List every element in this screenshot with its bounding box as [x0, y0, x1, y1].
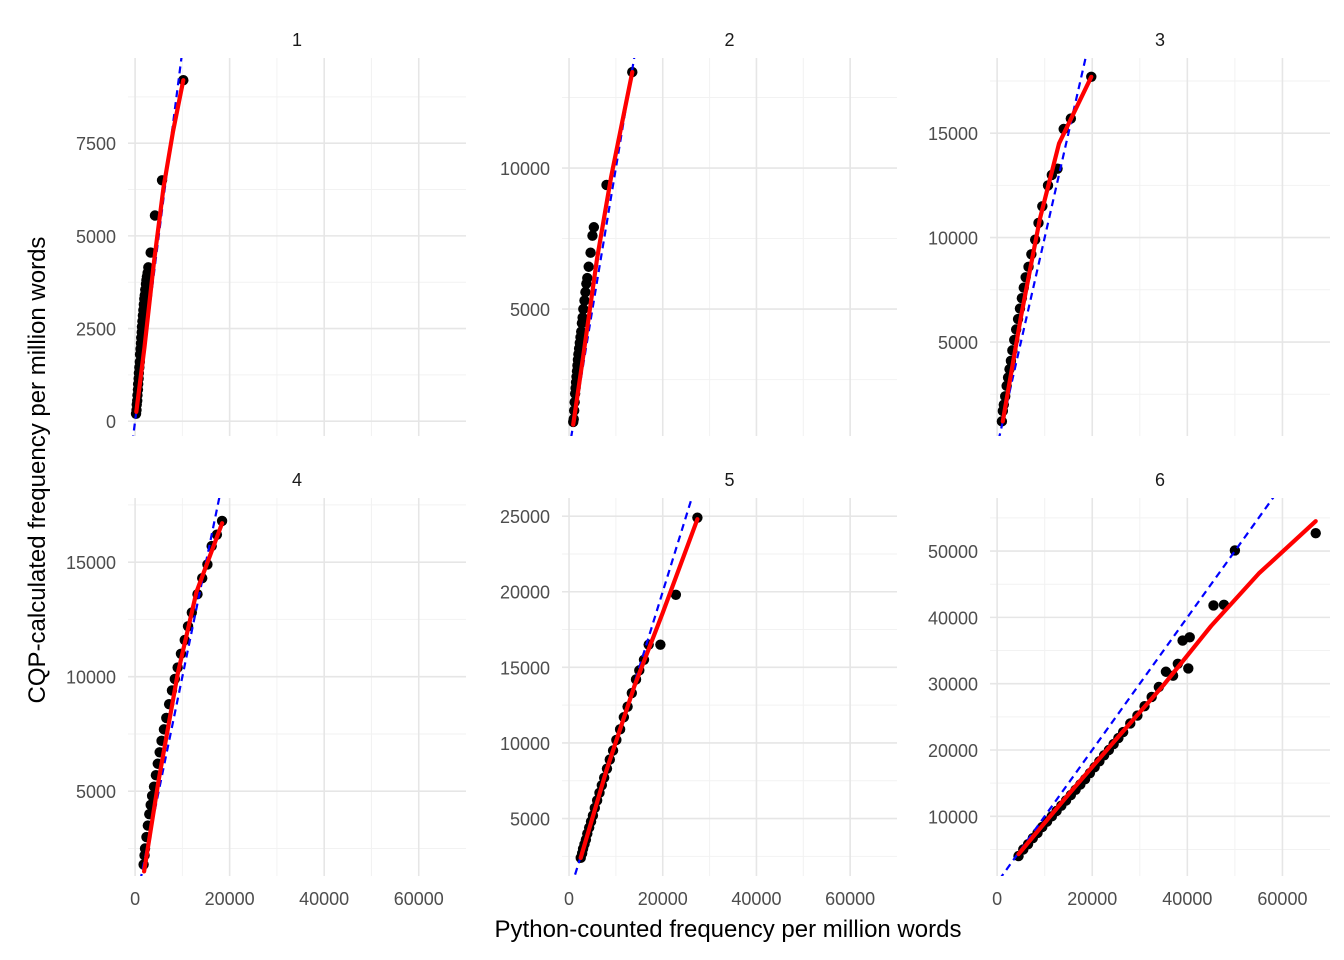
y-tick-label: 10000: [500, 734, 550, 754]
data-point: [1310, 527, 1321, 539]
fit-line: [571, 70, 635, 427]
x-tick-label: 0: [130, 889, 140, 909]
plot-area: [1000, 498, 1321, 876]
y-tick-label: 50000: [928, 542, 978, 562]
x-tick-label: 40000: [731, 889, 781, 909]
y-tick-label: 15000: [66, 553, 116, 573]
data-point: [582, 272, 593, 284]
y-tick-label: 20000: [928, 741, 978, 761]
plot-area: [138, 498, 228, 876]
y-tick-label: 5000: [76, 782, 116, 802]
fit-line: [134, 78, 186, 414]
y-tick-label: 5000: [510, 300, 550, 320]
x-tick-label: 60000: [825, 889, 875, 909]
facet-panel-3: 3 5000 10000 15000: [928, 30, 1330, 436]
data-point: [577, 312, 588, 323]
data-point: [216, 515, 228, 527]
y-tick-label: 15000: [928, 124, 978, 144]
facet-label: 6: [1155, 470, 1165, 490]
reference-line: [1000, 498, 1275, 876]
data-point: [1184, 632, 1195, 643]
x-tick-label: 60000: [394, 889, 444, 909]
reference-line: [570, 58, 636, 436]
y-tick-label: 5000: [510, 810, 550, 830]
x-axis-title: Python-counted frequency per million wor…: [494, 916, 962, 943]
y-tick-label: 2500: [76, 320, 116, 340]
y-tick-label: 10000: [928, 807, 978, 827]
facet-panel-5: 5 5000 10000 15000 20000 25000 0 20000 40000 6000…: [500, 470, 897, 909]
facet-panel-6: 6 10000 20000 30000 40000 50000 0 20000 40000 600…: [928, 470, 1330, 909]
data-point: [583, 261, 594, 272]
plot-area: [996, 58, 1097, 436]
data-point: [1183, 663, 1194, 674]
x-tick-label: 20000: [205, 889, 255, 909]
fit-line: [578, 517, 700, 860]
y-axis-title: CQP-calculated frequency per million wor…: [24, 236, 51, 704]
y-tick-label: 0: [106, 412, 116, 432]
y-tick-label: 10000: [928, 229, 978, 249]
x-tick-label: 20000: [1067, 889, 1117, 909]
data-point: [578, 303, 589, 315]
x-tick-label: 40000: [299, 889, 349, 909]
facet-label: 1: [292, 30, 302, 50]
plot-area: [568, 58, 638, 436]
y-tick-label: 5000: [76, 227, 116, 247]
y-tick-label: 15000: [500, 658, 550, 678]
x-tick-label: 60000: [1257, 889, 1307, 909]
data-point: [1208, 600, 1219, 611]
facet-panel-1: 1 0 2500 5000 7500: [76, 30, 466, 436]
fit-line: [142, 521, 225, 874]
facet-label: 5: [724, 470, 734, 490]
y-tick-label: 10000: [500, 159, 550, 179]
y-tick-label: 25000: [500, 507, 550, 527]
data-point: [670, 589, 682, 600]
data-point: [655, 639, 666, 650]
facet-label: 4: [292, 470, 302, 490]
reference-line: [132, 58, 183, 436]
facet-panel-2: 2 5000 10000: [500, 30, 897, 436]
x-tick-label: 20000: [638, 889, 688, 909]
plot-area: [130, 58, 189, 436]
data-point: [585, 247, 596, 258]
y-tick-label: 7500: [76, 134, 116, 154]
data-point: [588, 222, 600, 233]
y-tick-label: 10000: [66, 668, 116, 688]
data-point: [579, 295, 590, 306]
x-tick-label: 0: [564, 889, 574, 909]
y-tick-label: 30000: [928, 675, 978, 695]
y-tick-label: 20000: [500, 583, 550, 603]
facet-label: 3: [1155, 30, 1165, 50]
data-point: [580, 286, 591, 298]
fit-line: [1000, 74, 1094, 424]
x-tick-label: 40000: [1162, 889, 1212, 909]
y-tick-label: 5000: [938, 333, 978, 353]
fit-line: [1016, 519, 1318, 857]
data-point: [143, 262, 154, 273]
facet-label: 2: [724, 30, 734, 50]
plot-area: [573, 498, 703, 876]
facet-panel-4: 4 5000 10000 15000 0 20000 40000 60000: [66, 470, 466, 909]
data-point: [587, 230, 598, 241]
x-tick-label: 0: [992, 889, 1002, 909]
y-tick-label: 40000: [928, 608, 978, 628]
data-point: [576, 326, 587, 337]
